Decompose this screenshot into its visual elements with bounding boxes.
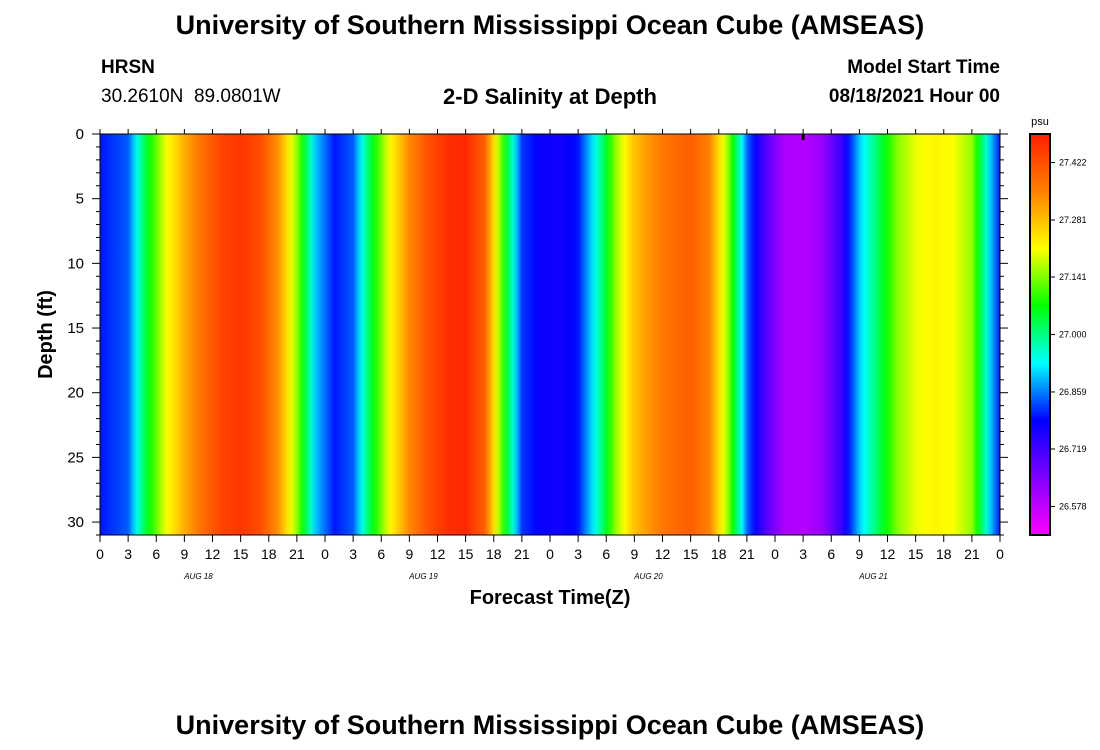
x-tick-label: 0 bbox=[996, 546, 1004, 562]
salinity-heatmap bbox=[100, 134, 1000, 535]
x-tick-label: 18 bbox=[936, 546, 952, 562]
day-label: AUG 18 bbox=[183, 572, 213, 581]
x-tick-label: 15 bbox=[683, 546, 699, 562]
x-tick-label: 12 bbox=[655, 546, 671, 562]
x-tick-label: 0 bbox=[96, 546, 104, 562]
page-title: University of Southern Mississippi Ocean… bbox=[175, 10, 925, 40]
footer-title: University of Southern Mississippi Ocean… bbox=[175, 710, 925, 740]
x-tick-label: 15 bbox=[233, 546, 249, 562]
y-tick-label: 5 bbox=[76, 191, 84, 208]
x-tick-label: 15 bbox=[908, 546, 924, 562]
x-tick-label: 9 bbox=[180, 546, 188, 562]
x-tick-label: 6 bbox=[827, 546, 835, 562]
x-tick-label: 21 bbox=[514, 546, 530, 562]
x-tick-label: 9 bbox=[630, 546, 638, 562]
station-coordinates: 30.2610N 89.0801W bbox=[101, 86, 281, 107]
model-start-time: 08/18/2021 Hour 00 bbox=[828, 86, 1000, 107]
x-tick-label: 6 bbox=[152, 546, 160, 562]
chart-subtitle: 2-D Salinity at Depth bbox=[443, 84, 657, 109]
colorbar-tick-label: 26.859 bbox=[1059, 387, 1087, 397]
x-tick-label: 6 bbox=[602, 546, 610, 562]
day-label: AUG 21 bbox=[858, 572, 887, 581]
x-axis-label: Forecast Time(Z) bbox=[470, 587, 631, 609]
y-tick-label: 15 bbox=[67, 320, 84, 337]
x-tick-label: 12 bbox=[430, 546, 446, 562]
x-tick-label: 15 bbox=[458, 546, 474, 562]
y-axis-label: Depth (ft) bbox=[35, 290, 57, 379]
x-tick-label: 21 bbox=[964, 546, 980, 562]
x-tick-label: 9 bbox=[405, 546, 413, 562]
colorbar-tick-label: 27.281 bbox=[1059, 215, 1087, 225]
y-tick-label: 10 bbox=[67, 255, 84, 272]
x-tick-label: 21 bbox=[739, 546, 755, 562]
model-start-label: Model Start Time bbox=[847, 57, 1000, 78]
colorbar-tick-label: 27.000 bbox=[1059, 330, 1087, 340]
y-tick-label: 0 bbox=[76, 126, 84, 143]
x-tick-label: 3 bbox=[799, 546, 807, 562]
colorbar-tick-label: 27.422 bbox=[1059, 158, 1087, 168]
x-tick-label: 18 bbox=[711, 546, 727, 562]
station-name: HRSN bbox=[101, 57, 155, 78]
x-tick-label: 12 bbox=[880, 546, 896, 562]
colorbar-tick-label: 26.719 bbox=[1059, 444, 1087, 454]
colorbar-unit: psu bbox=[1031, 116, 1049, 128]
x-tick-label: 18 bbox=[261, 546, 277, 562]
x-tick-label: 3 bbox=[574, 546, 582, 562]
x-tick-label: 6 bbox=[377, 546, 385, 562]
x-tick-label: 12 bbox=[205, 546, 221, 562]
colorbar-tick-label: 26.578 bbox=[1059, 501, 1087, 511]
x-tick-label: 0 bbox=[321, 546, 329, 562]
colorbar-tick-label: 27.141 bbox=[1059, 272, 1087, 282]
day-label: AUG 20 bbox=[633, 572, 663, 581]
day-label: AUG 19 bbox=[408, 572, 438, 581]
x-tick-label: 0 bbox=[546, 546, 554, 562]
x-tick-label: 3 bbox=[124, 546, 132, 562]
x-tick-label: 21 bbox=[289, 546, 305, 562]
x-tick-label: 3 bbox=[349, 546, 357, 562]
y-tick-label: 25 bbox=[67, 449, 84, 466]
colorbar bbox=[1029, 133, 1051, 536]
x-tick-label: 0 bbox=[771, 546, 779, 562]
y-tick-label: 30 bbox=[67, 514, 84, 531]
x-tick-label: 9 bbox=[855, 546, 863, 562]
y-tick-label: 20 bbox=[67, 385, 84, 402]
x-tick-label: 18 bbox=[486, 546, 502, 562]
